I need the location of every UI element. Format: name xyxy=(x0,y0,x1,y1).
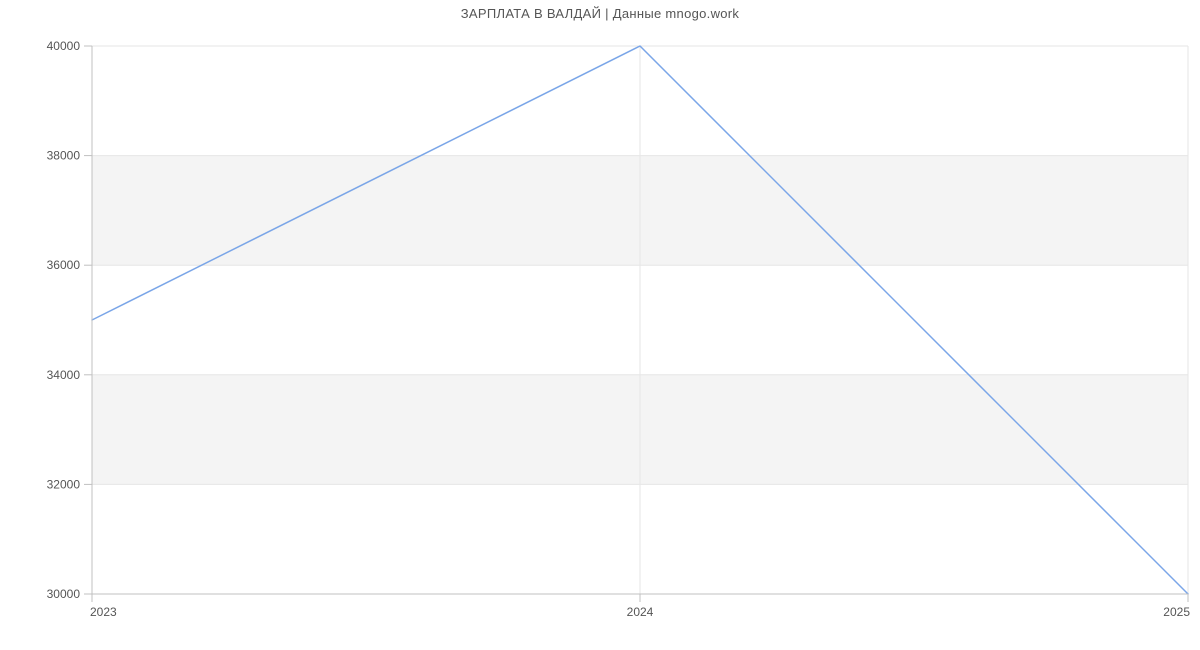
chart-background xyxy=(0,0,1200,650)
salary-line-chart: ЗАРПЛАТА В ВАЛДАЙ | Данные mnogo.work 30… xyxy=(0,0,1200,650)
x-tick-label: 2024 xyxy=(627,605,654,619)
y-tick-label: 38000 xyxy=(47,149,81,163)
x-tick-label: 2025 xyxy=(1163,605,1190,619)
y-tick-label: 32000 xyxy=(47,477,81,491)
y-tick-label: 40000 xyxy=(47,39,81,53)
y-tick-label: 30000 xyxy=(47,587,81,601)
chart-title: ЗАРПЛАТА В ВАЛДАЙ | Данные mnogo.work xyxy=(0,6,1200,21)
chart-svg: 30000 32000 34000 36000 38000 40000 2023 2024 20… xyxy=(0,0,1200,650)
x-tick-label: 2023 xyxy=(90,605,117,619)
y-tick-label: 34000 xyxy=(47,368,81,382)
y-tick-label: 36000 xyxy=(47,258,81,272)
